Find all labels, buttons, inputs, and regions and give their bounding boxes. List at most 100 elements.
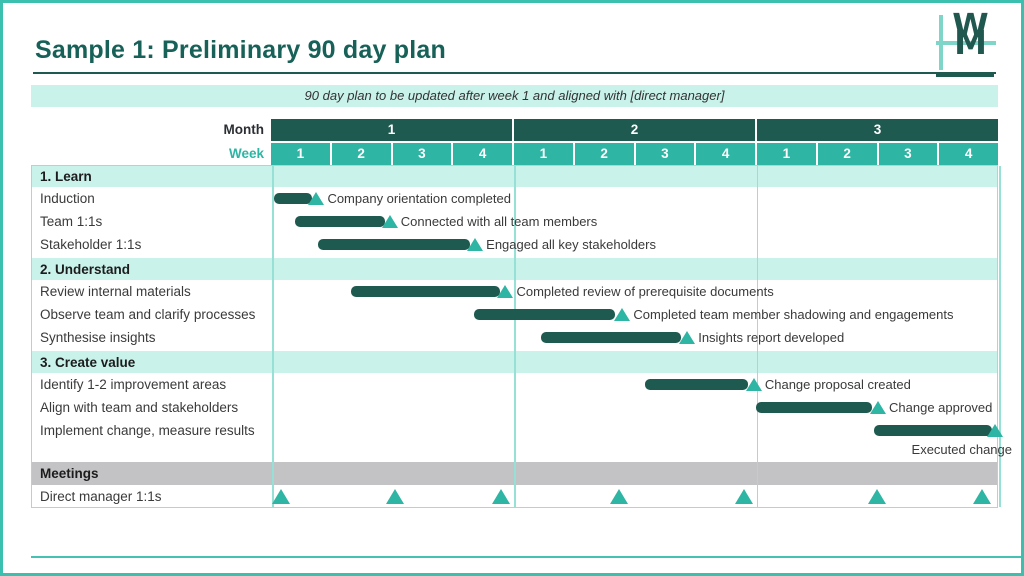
milestone-label: Change approved [889, 400, 993, 415]
task-chart: Company orientation completed [271, 187, 998, 210]
week-cell: 2 [574, 143, 634, 165]
gantt-bar [644, 379, 749, 390]
gantt-body: 1. Learn Induction Company orientation com… [31, 165, 1012, 508]
milestone-label: Company orientation completed [327, 191, 511, 206]
task-chart: Completed review of prerequisite documen… [271, 280, 998, 303]
meetings-header-label: Meetings [40, 466, 99, 481]
task-row: Align with team and stakeholders Change a… [31, 396, 998, 419]
task-row: Synthesise insights Insights report devel… [31, 326, 998, 349]
task-chart: Connected with all team members [271, 210, 998, 233]
task-row: Review internal materials Completed revie… [31, 280, 998, 303]
milestone-triangle-icon [467, 238, 484, 251]
week-cell: 4 [696, 143, 755, 165]
subtitle-banner: 90 day plan to be updated after week 1 a… [31, 85, 998, 107]
week-cell: 3 [392, 143, 452, 165]
gantt-bar [318, 239, 470, 250]
task-label: Observe team and clarify processes [40, 307, 256, 322]
page-title: Sample 1: Preliminary 90 day plan [35, 36, 446, 64]
milestone-label: Engaged all key stakeholders [486, 237, 656, 252]
milestone-triangle-icon [308, 192, 325, 205]
gantt-bar [540, 332, 681, 343]
gantt-bar [274, 193, 313, 204]
task-chart: Change approved [271, 396, 998, 419]
milestone-label: Completed review of prerequisite documen… [516, 284, 774, 299]
meeting-label: Direct manager 1:1s [40, 489, 162, 504]
task-row: Observe team and clarify processes Comple… [31, 303, 998, 326]
task-label: Align with team and stakeholders [40, 400, 239, 415]
meeting-milestone-triangle-icon [734, 489, 753, 504]
section-header-row: 1. Learn [31, 165, 998, 187]
task-chart: Engaged all key stakeholders [271, 233, 998, 256]
milestone-triangle-icon [381, 215, 398, 228]
task-label: Synthesise insights [40, 330, 156, 345]
month-axis-label: Month [223, 122, 264, 137]
week-cell: 2 [331, 143, 391, 165]
milestone-triangle-icon [870, 401, 887, 414]
logo-letter-m: M [954, 23, 987, 62]
week-axis-label: Week [228, 146, 264, 161]
milestone-label: Insights report developed [698, 330, 845, 345]
task-chart: Executed change [271, 419, 1012, 457]
meeting-milestone-triangle-icon [271, 489, 290, 504]
section-header-label: 1. Learn [40, 168, 92, 184]
month-cell: 2 [514, 119, 755, 141]
task-label: Identify 1-2 improvement areas [40, 377, 227, 392]
footer-divider [31, 556, 1021, 558]
milestone-triangle-icon [679, 331, 696, 344]
section-header-label: 2. Understand [40, 261, 131, 277]
week-cell: 3 [878, 143, 938, 165]
week-cell: 4 [453, 143, 512, 165]
logo-monogram: W M [947, 9, 993, 62]
week-cell: 4 [939, 143, 998, 165]
task-chart: Change proposal created [271, 373, 998, 396]
wm-logo: W M [936, 9, 996, 77]
section-header-label: 3. Create value [40, 354, 136, 370]
task-row: Team 1:1s Connected with all team members [31, 210, 998, 233]
logo-underline [936, 74, 994, 77]
milestone-triangle-icon [614, 308, 631, 321]
milestone-triangle-icon [497, 285, 514, 298]
task-label: Stakeholder 1:1s [40, 237, 142, 252]
meeting-chart [271, 485, 998, 508]
meeting-milestone-triangle-icon [972, 489, 991, 504]
milestone-triangle-icon [986, 424, 1003, 437]
gantt-bar [755, 402, 872, 413]
meeting-milestone-triangle-icon [867, 489, 886, 504]
gantt-bar [873, 425, 992, 436]
week-cell: 3 [635, 143, 695, 165]
meetings-header-row: Meetings [31, 462, 998, 485]
spacer-row [31, 442, 998, 462]
week-cell: 1 [514, 143, 573, 165]
meeting-milestone-triangle-icon [386, 489, 405, 504]
month-cell: 3 [757, 119, 998, 141]
task-label: Team 1:1s [40, 214, 103, 229]
milestone-label: Executed change [911, 441, 1012, 457]
milestone-triangle-icon [745, 378, 762, 391]
section-header-row: 2. Understand [31, 258, 998, 280]
task-row: Implement change, measure results Execute… [31, 419, 1012, 457]
meeting-milestone-triangle-icon [610, 489, 629, 504]
meeting-milestone-triangle-icon [492, 489, 511, 504]
section-header-row: 3. Create value [31, 351, 998, 373]
task-label: Induction [40, 191, 95, 206]
task-label: Implement change, measure results [40, 423, 255, 438]
milestone-label: Change proposal created [764, 377, 911, 392]
task-row: Identify 1-2 improvement areas Change pro… [31, 373, 998, 396]
task-chart: Completed team member shadowing and enga… [271, 303, 998, 326]
month-cell: 1 [271, 119, 512, 141]
week-cell: 1 [757, 143, 816, 165]
task-label: Review internal materials [40, 284, 191, 299]
milestone-label: Completed team member shadowing and enga… [633, 307, 954, 322]
logo-horizontal-line [936, 41, 996, 45]
gantt-bar [473, 309, 616, 320]
milestone-label: Connected with all team members [400, 214, 598, 229]
task-row: Stakeholder 1:1s Engaged all key stakehol… [31, 233, 998, 256]
week-cell: 2 [817, 143, 877, 165]
meeting-row: Direct manager 1:1s [31, 485, 998, 508]
